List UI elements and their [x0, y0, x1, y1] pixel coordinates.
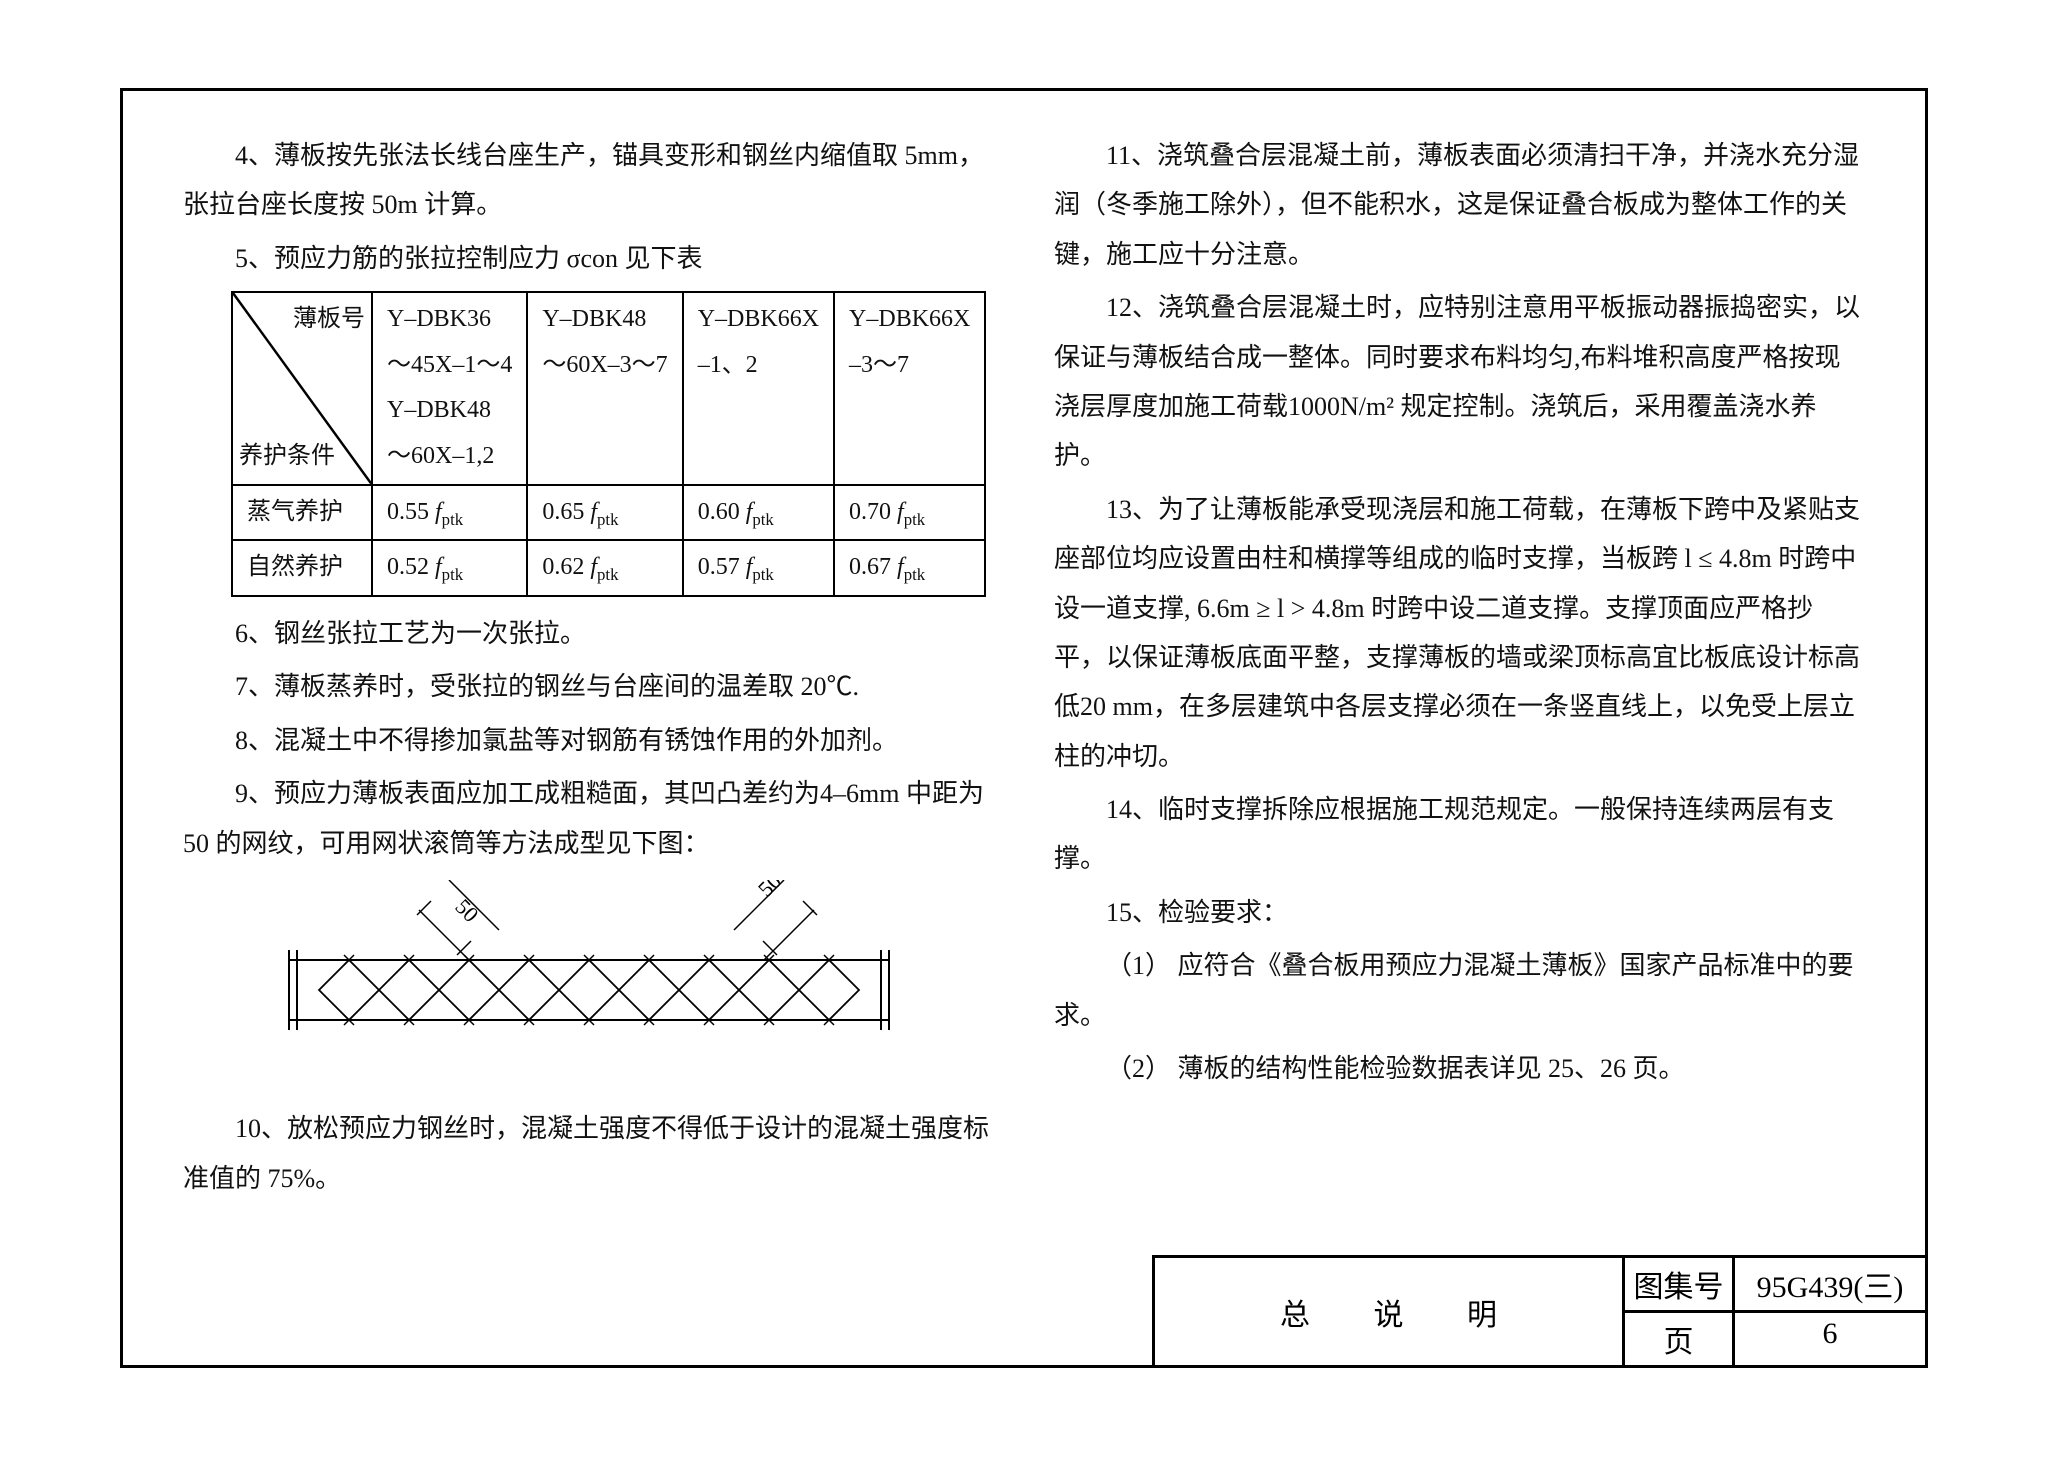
title-block: 总 说 明 图集号 95G439(三) 页 6 — [1152, 1255, 1928, 1368]
para-4: 4、薄板按先张法长线台座生产，锚具变形和钢丝内缩值取 5mm，张拉台座长度按 5… — [183, 131, 994, 230]
cell: 0.62 fptk — [527, 540, 682, 596]
left-column: 4、薄板按先张法长线台座生产，锚具变形和钢丝内缩值取 5mm，张拉台座长度按 5… — [183, 131, 994, 1365]
para-12: 12、浇筑叠合层混凝土时，应特别注意用平板振动器振捣密实，以保证与薄板结合成一整… — [1054, 283, 1865, 481]
para-5: 5、预应力筋的张拉控制应力 σcon 见下表 — [183, 234, 994, 283]
para-11: 11、浇筑叠合层混凝土前，薄板表面必须清扫干净，并浇水充分湿润（冬季施工除外），… — [1054, 131, 1865, 279]
cell: 0.60 fptk — [683, 485, 834, 541]
label-atlas-no: 图集号 — [1625, 1258, 1735, 1310]
label-page: 页 — [1625, 1313, 1735, 1365]
cell: 0.67 fptk — [834, 540, 985, 596]
cell: 0.55 fptk — [372, 485, 527, 541]
drawing-title: 总 说 明 — [1155, 1258, 1625, 1365]
diag-top-label: 薄板号 — [293, 297, 365, 343]
row-label: 自然养护 — [232, 540, 372, 596]
two-column-layout: 4、薄板按先张法长线台座生产，锚具变形和钢丝内缩值取 5mm，张拉台座长度按 5… — [183, 131, 1865, 1365]
lattice-diagram: 50 50 — [183, 880, 994, 1086]
title-row: 页 6 — [1625, 1313, 1925, 1365]
lattice-svg: 50 50 — [269, 880, 909, 1070]
title-row: 图集号 95G439(三) — [1625, 1258, 1925, 1313]
right-column: 11、浇筑叠合层混凝土前，薄板表面必须清扫干净，并浇水充分湿润（冬季施工除外），… — [1054, 131, 1865, 1365]
table-row: 蒸气养护 0.55 fptk 0.65 fptk 0.60 fptk 0.70 … — [232, 485, 985, 541]
cell: 0.57 fptk — [683, 540, 834, 596]
col-head-2: Y–DBK66X –1、2 — [683, 292, 834, 484]
cell: 0.70 fptk — [834, 485, 985, 541]
para-7: 7、薄板蒸养时，受张拉的钢丝与台座间的温差取 20℃. — [183, 662, 994, 711]
para-15-1: （1） 应符合《叠合板用预应力混凝土薄板》国家产品标准中的要求。 — [1054, 941, 1865, 1040]
para-10: 10、放松预应力钢丝时，混凝土强度不得低于设计的混凝土强度标准值的 75%。 — [183, 1104, 994, 1203]
col-head-0: Y–DBK36 ～45X–1～4 Y–DBK48 ～60X–1,2 — [372, 292, 527, 484]
col-head-1: Y–DBK48 ～60X–3～7 — [527, 292, 682, 484]
para-9: 9、预应力薄板表面应加工成粗糙面，其凹凸差约为4–6mm 中距为 50 的网纹，… — [183, 769, 994, 868]
para-6: 6、钢丝张拉工艺为一次张拉。 — [183, 609, 994, 658]
diag-bottom-label: 养护条件 — [239, 434, 335, 480]
col-head-3: Y–DBK66X –3～7 — [834, 292, 985, 484]
table-row: 自然养护 0.52 fptk 0.62 fptk 0.57 fptk 0.67 … — [232, 540, 985, 596]
row-label: 蒸气养护 — [232, 485, 372, 541]
para-13: 13、为了让薄板能承受现浇层和施工荷载，在薄板下跨中及紧贴支座部位均应设置由柱和… — [1054, 485, 1865, 781]
para-15: 15、检验要求： — [1054, 888, 1865, 937]
dim-label-50-right: 50 — [752, 880, 785, 902]
para-14: 14、临时支撑拆除应根据施工规范规定。一般保持连续两层有支撑。 — [1054, 785, 1865, 884]
title-block-meta: 图集号 95G439(三) 页 6 — [1625, 1258, 1925, 1365]
dim-label-50-left: 50 — [450, 894, 483, 927]
cell: 0.52 fptk — [372, 540, 527, 596]
cell: 0.65 fptk — [527, 485, 682, 541]
para-8: 8、混凝土中不得掺加氯盐等对钢筋有锈蚀作用的外加剂。 — [183, 716, 994, 765]
table-row: 薄板号 养护条件 Y–DBK36 ～45X–1～4 Y–DBK48 ～60X–1… — [232, 292, 985, 484]
diag-header-cell: 薄板号 养护条件 — [232, 292, 372, 484]
stress-table: 薄板号 养护条件 Y–DBK36 ～45X–1～4 Y–DBK48 ～60X–1… — [231, 291, 986, 597]
value-page: 6 — [1735, 1313, 1925, 1365]
page-frame: 4、薄板按先张法长线台座生产，锚具变形和钢丝内缩值取 5mm，张拉台座长度按 5… — [120, 88, 1928, 1368]
value-atlas-no: 95G439(三) — [1735, 1258, 1925, 1310]
para-15-2: （2） 薄板的结构性能检验数据表详见 25、26 页。 — [1054, 1044, 1865, 1093]
